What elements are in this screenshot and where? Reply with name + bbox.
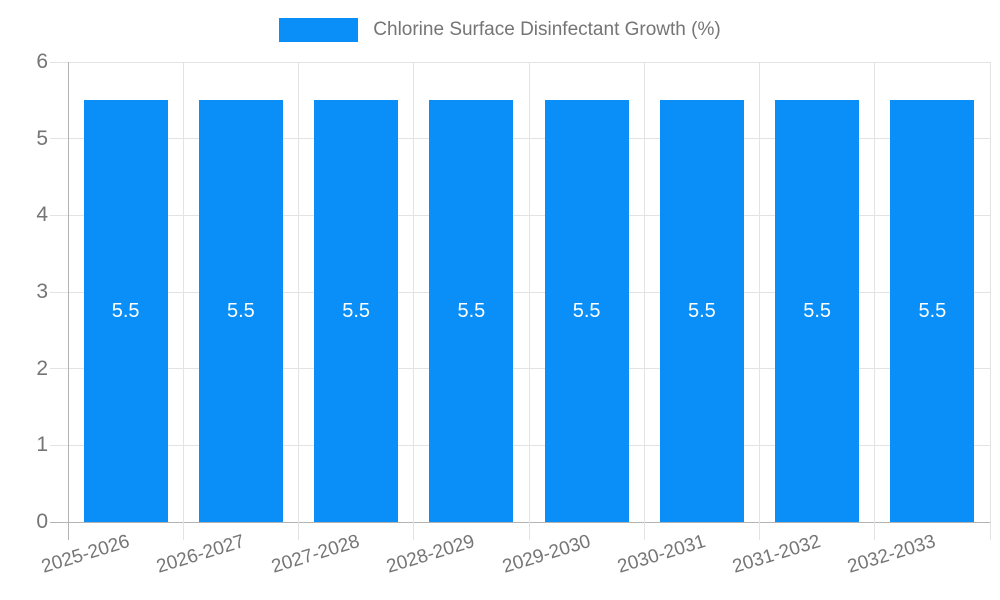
y-axis-line bbox=[67, 62, 69, 540]
y-axis-tick-label: 3 bbox=[36, 280, 48, 303]
bar-value-label: 5.5 bbox=[687, 299, 716, 322]
gridline bbox=[528, 62, 530, 540]
gridline bbox=[182, 62, 184, 540]
y-axis-tick-label: 2 bbox=[36, 356, 48, 380]
bar[interactable]: 5.5 bbox=[890, 100, 975, 522]
x-axis-baseline bbox=[50, 521, 990, 523]
gridline bbox=[50, 214, 990, 216]
bar-value-label: 5.5 bbox=[226, 299, 255, 322]
gridline bbox=[413, 62, 415, 540]
bar[interactable]: 5.5 bbox=[544, 100, 629, 522]
plot-area: 5.5 5.5 5.5 5.5 5.5 5.5 5.5 5.5 bbox=[50, 61, 991, 540]
bar-value-label: 5.5 bbox=[111, 299, 140, 322]
gridline bbox=[50, 138, 990, 140]
gridline bbox=[759, 62, 760, 540]
bar[interactable]: 5.5 bbox=[83, 100, 168, 522]
gridline bbox=[50, 444, 990, 446]
bar[interactable]: 5.5 bbox=[314, 100, 399, 522]
gridline bbox=[298, 62, 299, 540]
bar[interactable]: 5.5 bbox=[429, 100, 514, 522]
gridline bbox=[874, 62, 876, 540]
gridline bbox=[50, 61, 990, 63]
gridline bbox=[50, 291, 990, 293]
gridline bbox=[989, 62, 991, 540]
chart-legend: Chlorine Surface Disinfectant Growth (%) bbox=[0, 18, 1000, 42]
bar-value-label: 5.5 bbox=[572, 299, 601, 322]
bar-value-label: 5.5 bbox=[803, 299, 832, 322]
bar-value-label: 5.5 bbox=[918, 299, 947, 322]
bar[interactable]: 5.5 bbox=[775, 100, 860, 522]
y-axis-tick-label: 1 bbox=[36, 433, 48, 457]
y-axis-tick-label: 6 bbox=[36, 50, 48, 73]
y-axis-tick-label: 5 bbox=[36, 126, 48, 150]
y-axis-tick-label: 4 bbox=[36, 203, 48, 227]
gridline bbox=[643, 62, 645, 540]
bar-value-label: 5.5 bbox=[457, 299, 486, 322]
bar-value-label: 5.5 bbox=[342, 299, 371, 322]
chart-title: Chlorine Surface Disinfectant Growth (%) bbox=[373, 19, 721, 40]
gridline bbox=[50, 368, 990, 370]
legend-swatch bbox=[279, 18, 359, 42]
bar[interactable]: 5.5 bbox=[659, 100, 744, 522]
y-axis-tick-label: 0 bbox=[36, 510, 48, 533]
bar[interactable]: 5.5 bbox=[198, 100, 283, 522]
